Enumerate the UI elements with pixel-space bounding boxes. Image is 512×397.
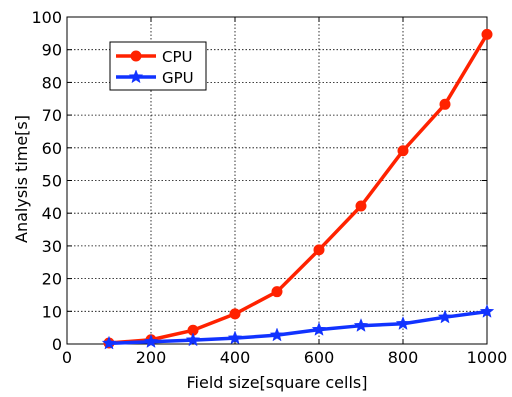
y-tick-label: 40 [42,204,62,223]
x-tick-label: 200 [136,348,167,367]
gpu-data-point [395,316,411,330]
gpu-data-point [269,327,285,342]
x-axis-title: Field size[square cells] [187,373,368,392]
axes: 0 200 400 600 800 1000 0 10 20 30 40 50 60 70 80 90 100 [31,8,507,367]
y-tick-label: 0 [52,335,62,354]
legend-box [109,41,207,91]
legend: CPU GPU [109,41,207,91]
gpu-data-point [353,317,369,332]
x-tick-label: 1000 [467,348,508,367]
y-tick-label: 30 [42,237,62,256]
x-tick-label: 0 [62,348,72,367]
grid [67,17,487,344]
gpu-data-point [437,309,453,324]
y-tick-label: 10 [42,302,62,321]
cpu-data-point [481,28,493,40]
cpu-data-point [397,145,409,157]
y-tick-label: 50 [42,172,62,191]
legend-gpu-label: GPU [162,69,194,87]
x-tick-label: 600 [304,348,335,367]
gpu-data-point [101,335,117,350]
gpu-data-point [227,330,243,345]
y-tick-label: 60 [42,139,62,158]
x-tick-label: 800 [388,348,419,367]
y-axis-title: Analysis time[s] [12,115,31,243]
y-tick-label: 100 [31,8,62,27]
cpu-data-point [439,98,451,110]
gpu-data-point [143,334,159,348]
gpu-series-line [108,309,488,346]
y-tick-label: 90 [42,41,62,60]
cpu-data-point [313,244,325,256]
legend-cpu-marker [130,50,142,62]
x-tick-label: 400 [220,348,251,367]
gpu-data-point [479,303,495,318]
legend-gpu-marker [128,69,144,84]
series-lines [101,28,495,350]
cpu-data-point [229,308,241,320]
cpu-data-point [355,200,367,212]
gpu-data-point [311,321,327,336]
cpu-data-point [271,286,283,298]
y-tick-label: 80 [42,73,62,92]
legend-cpu-label: CPU [162,48,193,66]
cpu-series-line [108,33,489,345]
gpu-data-point [185,332,201,347]
y-tick-label: 20 [42,270,62,289]
y-tick-label: 70 [42,106,62,125]
